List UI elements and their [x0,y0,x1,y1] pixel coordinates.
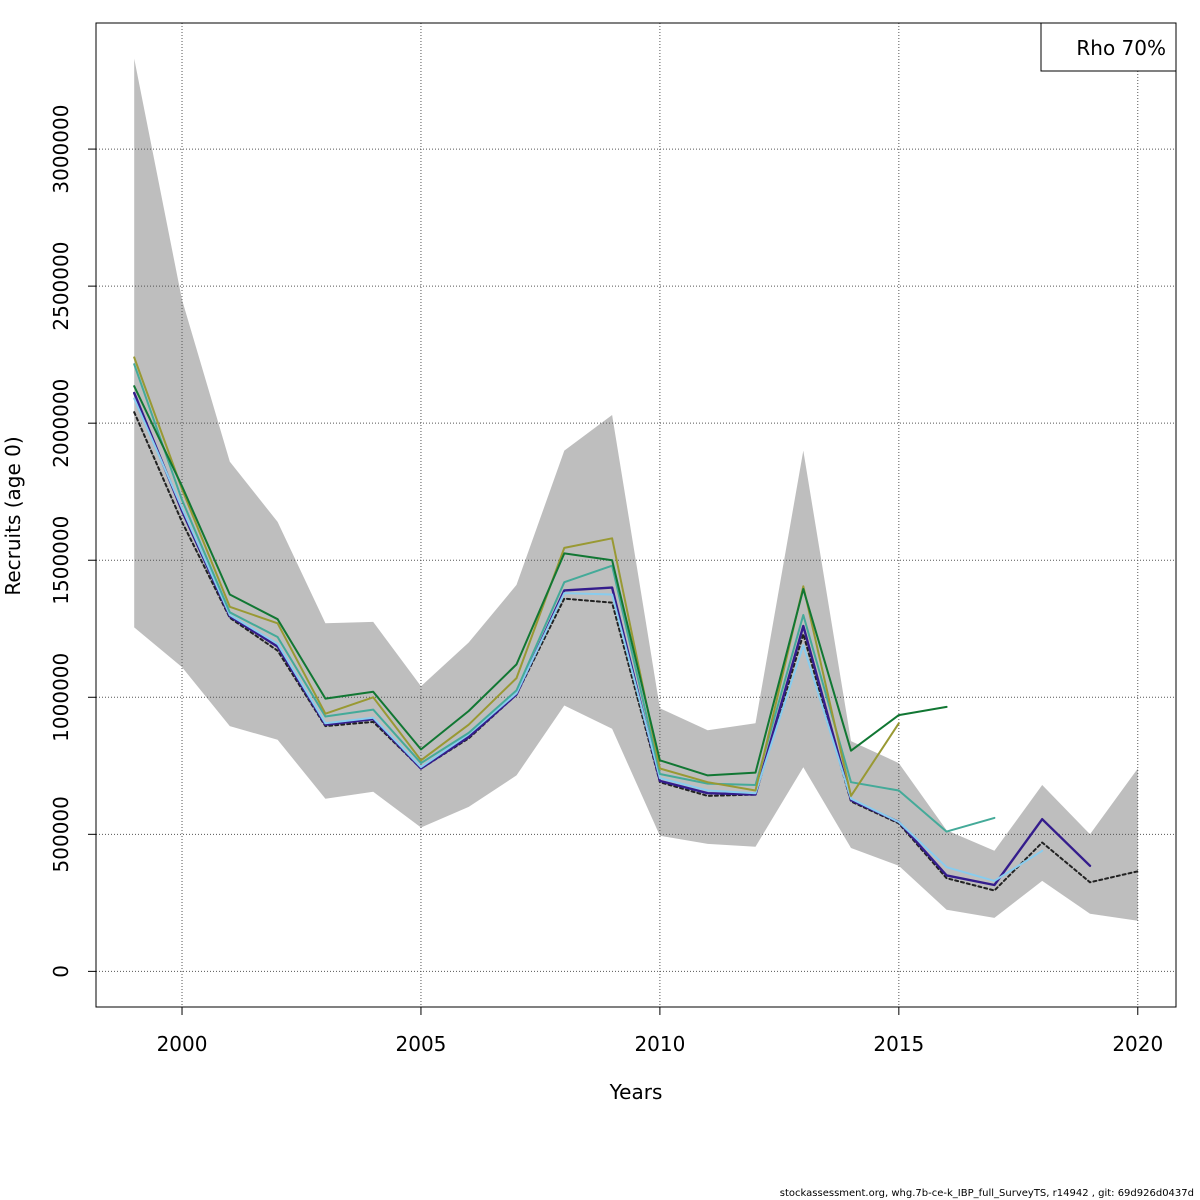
y-tick-label: 500000 [49,796,73,872]
y-tick-label: 0 [49,965,73,978]
legend-label: Rho 70% [1076,36,1166,60]
y-tick-label: 1000000 [49,653,73,742]
series-line-5 [133,356,900,797]
confidence-band-layer [134,58,1138,921]
series-layer [133,356,1139,892]
plot-frame [95,22,1177,1008]
series-line-2 [133,391,1092,887]
legend: Rho 70% [1040,22,1177,72]
y-axis-title: Recruits (age 0) [1,436,25,595]
series-line-6 [133,385,948,777]
series-line-3 [133,397,1044,882]
axis-layer: 2000 2005 2010 2015 2020 0 500000 1000000 150000… [49,105,1163,1056]
x-axis-title: Years [609,1080,663,1104]
legend-box [1040,22,1177,72]
x-tick-label: 2020 [1112,1032,1163,1056]
confidence-band [134,58,1138,921]
series-line-1 [133,411,1139,892]
x-tick-label: 2010 [634,1032,685,1056]
footer-caption: stockassessment.org, whg.7b-ce-k_IBP_ful… [779,1188,1194,1199]
x-tick-label: 2000 [157,1032,208,1056]
y-tick-label: 2000000 [49,379,73,468]
grid-layer [96,23,1176,1007]
y-tick-label: 3000000 [49,105,73,194]
y-tick-label: 1500000 [49,516,73,605]
series-line-4 [133,363,996,833]
x-tick-label: 2005 [396,1032,447,1056]
x-tick-label: 2015 [873,1032,924,1056]
y-tick-label: 2500000 [49,242,73,331]
